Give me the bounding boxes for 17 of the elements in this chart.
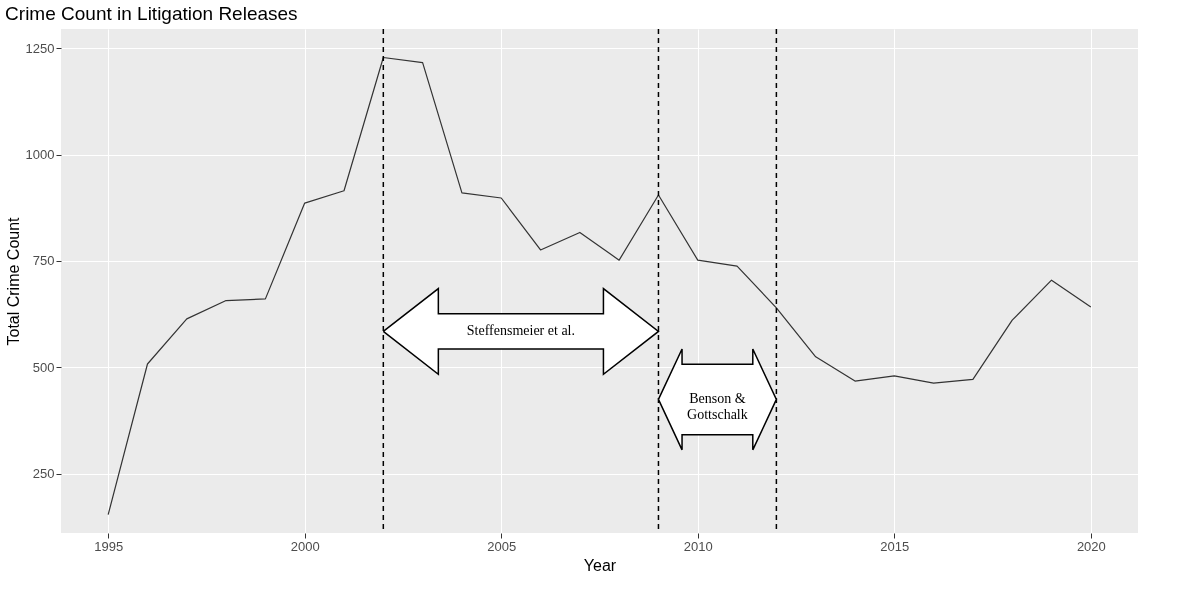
x-axis-title: Year [583,556,617,574]
y-axis-title: Total Crime Count [4,216,22,346]
x-tick-label: 1995 [94,538,124,554]
y-tick-label: 1000 [25,147,55,163]
line-series [107,56,1092,516]
x-tick-label: 2000 [290,538,320,554]
annotation: Benson & Gottschalk [687,391,748,423]
x-tick-label: 2015 [880,538,910,554]
y-tick-label: 1250 [25,40,55,56]
x-tick-label: 2010 [683,538,713,554]
y-tick-label: 750 [32,253,55,269]
x-tick-label: 2005 [487,538,517,554]
chart-title: Crime Count in Litigation Releases [5,3,298,25]
y-tick-label: 500 [32,359,55,375]
x-tick-label: 2020 [1076,538,1106,554]
annotation: Steffensmeier et al. [466,323,575,339]
y-tick-label: 250 [32,466,55,482]
